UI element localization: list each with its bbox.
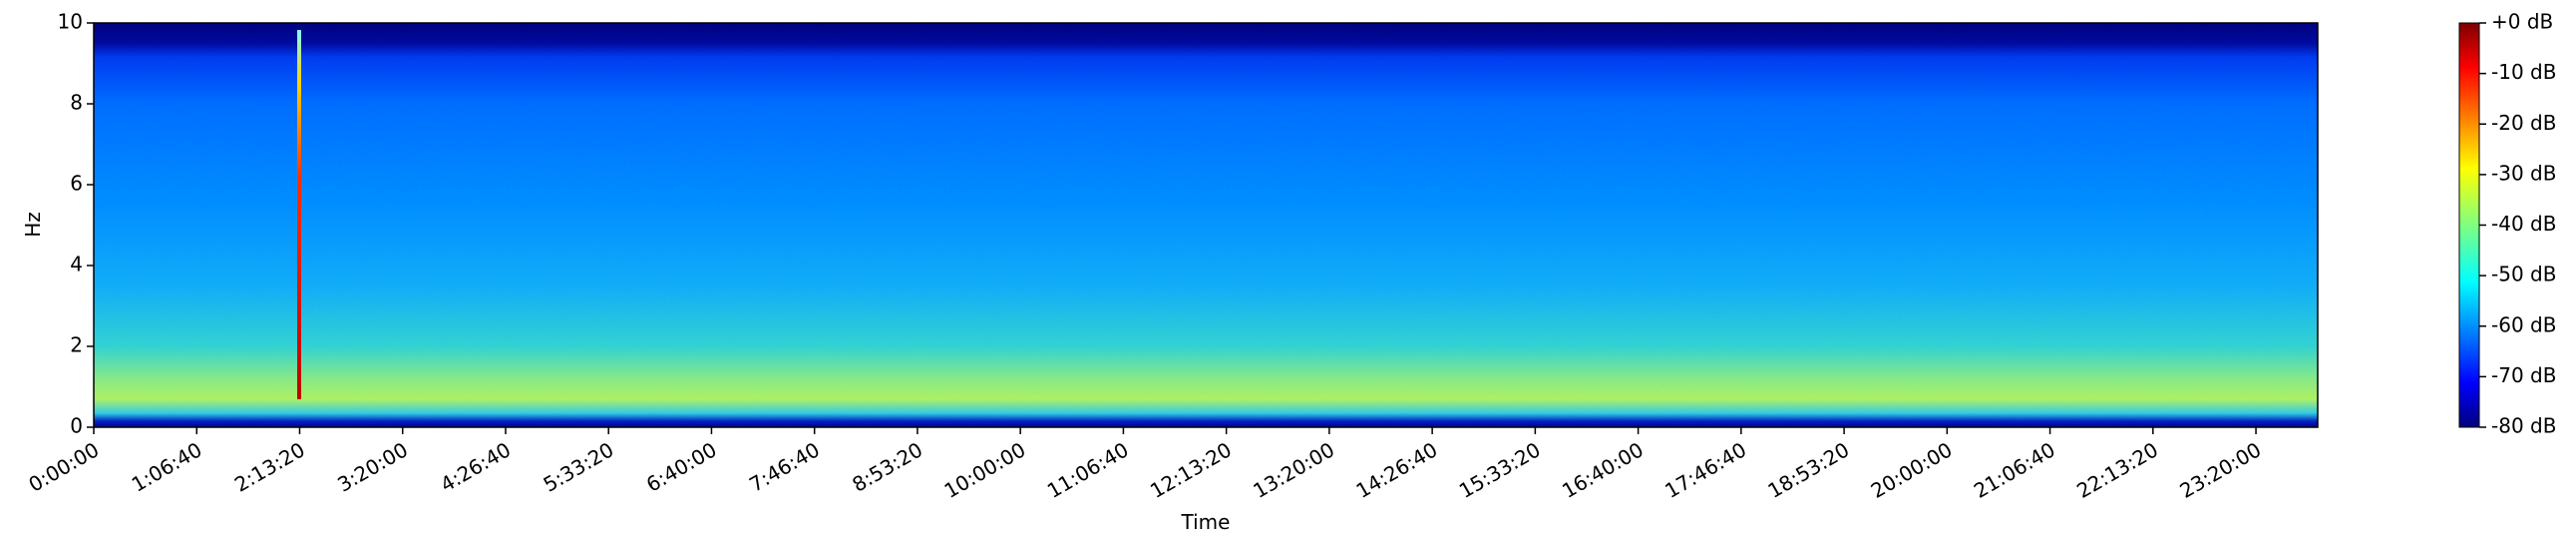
y-tick-label: 0 — [70, 414, 83, 438]
x-tick-label: 13:20:00 — [1249, 437, 1338, 503]
x-tick-label: 22:13:20 — [2072, 437, 2162, 503]
y-tick-label: 10 — [58, 10, 83, 34]
x-tick-label: 16:40:00 — [1558, 437, 1648, 503]
colorbar-tick-label: -80 dB — [2491, 414, 2556, 438]
x-tick-label: 15:33:20 — [1455, 437, 1545, 503]
colorbar-tick-label: +0 dB — [2491, 10, 2553, 34]
colorbar-tick-label: -20 dB — [2491, 111, 2556, 135]
x-tick-label: 0:00:00 — [24, 437, 103, 496]
y-tick-label: 8 — [70, 91, 83, 115]
x-tick-label: 11:06:40 — [1043, 437, 1133, 503]
plot-frame — [93, 22, 2319, 428]
x-tick-label: 7:46:40 — [745, 437, 824, 496]
colorbar-tick-label: -60 dB — [2491, 312, 2556, 336]
y-axis-label: Hz — [21, 212, 45, 238]
x-tick-label: 1:06:40 — [128, 437, 206, 496]
colorbar-tick-label: -30 dB — [2491, 161, 2556, 185]
spectrogram-image — [94, 23, 2318, 427]
x-tick-label: 5:33:20 — [540, 437, 618, 496]
x-tick-label: 4:26:40 — [436, 437, 515, 496]
x-tick-label: 20:00:00 — [1867, 437, 1957, 503]
x-tick-label: 10:00:00 — [940, 437, 1030, 503]
x-tick-label: 23:20:00 — [2176, 437, 2266, 503]
x-tick-label: 6:40:00 — [642, 437, 721, 496]
x-tick-label: 14:26:40 — [1352, 437, 1442, 503]
y-tick-label: 4 — [70, 253, 83, 276]
x-tick-label: 8:53:20 — [848, 437, 926, 496]
colorbar-tick-label: -50 dB — [2491, 263, 2556, 286]
y-tick-label: 2 — [70, 333, 83, 357]
colorbar-tick-label: -10 dB — [2491, 60, 2556, 84]
x-axis-label: Time — [1181, 510, 1231, 534]
y-tick-label: 6 — [70, 172, 83, 196]
x-tick-label: 2:13:20 — [230, 437, 309, 496]
x-tick-label: 17:46:40 — [1660, 437, 1750, 503]
x-tick-label: 12:13:20 — [1146, 437, 1236, 503]
x-tick-label: 18:53:20 — [1764, 437, 1854, 503]
x-tick-label: 21:06:40 — [1970, 437, 2059, 503]
colorbar — [2458, 22, 2480, 428]
x-tick-label: 3:20:00 — [333, 437, 412, 496]
colorbar-tick-label: -70 dB — [2491, 363, 2556, 387]
colorbar-tick-label: -40 dB — [2491, 212, 2556, 236]
